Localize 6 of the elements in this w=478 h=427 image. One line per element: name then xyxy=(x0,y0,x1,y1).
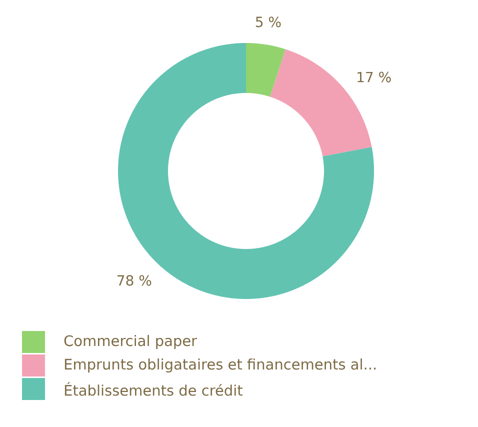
legend-label: Emprunts obligataires et financements al... xyxy=(64,358,376,372)
data-label: 5 % xyxy=(256,16,281,28)
legend-label: Établissements de crédit xyxy=(64,382,243,396)
data-label: 78 % xyxy=(118,275,152,286)
legend-label: Commercial paper xyxy=(64,334,198,349)
data-label: 17 % xyxy=(358,72,391,82)
